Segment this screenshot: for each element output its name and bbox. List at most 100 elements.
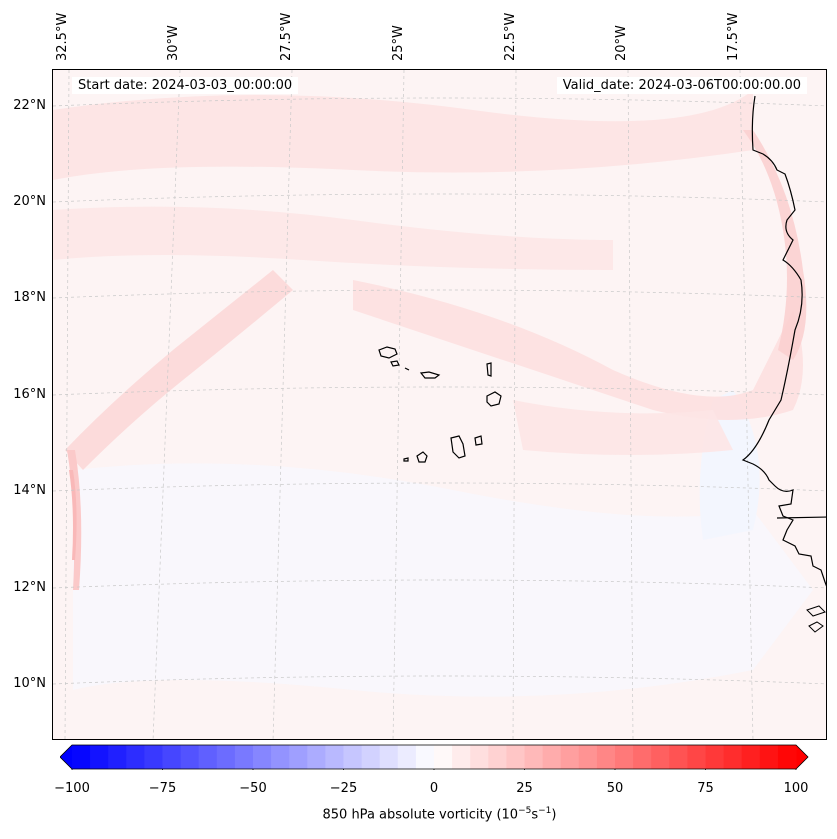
colorbar-cell	[234, 745, 254, 769]
lat-label-22N: 22°N	[13, 98, 46, 113]
colorbar	[60, 744, 809, 770]
colorbar-cell	[144, 745, 163, 769]
island-boa-vista	[486, 391, 502, 407]
colorbar-cell	[253, 745, 272, 769]
colorbar-cell	[687, 745, 706, 769]
cb-tick-label: −75	[148, 781, 177, 796]
colorbar-cell	[343, 745, 363, 769]
colorbar-cell	[307, 745, 326, 769]
lon-label-25W: 25°W	[391, 25, 406, 61]
colorbar-cell	[723, 745, 743, 769]
colorbar-extend-high	[796, 745, 808, 769]
colorbar-cell	[325, 745, 344, 769]
lon-label-30W: 30°W	[166, 25, 181, 61]
lat-label-20N: 20°N	[13, 194, 46, 209]
island-sal	[486, 362, 492, 377]
colorbar-extend-low	[60, 745, 72, 769]
colorbar-cell	[470, 745, 489, 769]
colorbar-cell	[108, 745, 127, 769]
island-maio	[474, 435, 483, 446]
colorbar-cell	[289, 745, 308, 769]
colorbar-cell	[615, 745, 634, 769]
island-fogo	[416, 451, 428, 463]
lon-label-32.5W: 32.5°W	[55, 12, 70, 61]
colorbar-cell	[216, 745, 236, 769]
colorbar-cell	[578, 745, 598, 769]
field-positive-band-2	[53, 206, 613, 270]
colorbar-cell	[198, 745, 218, 769]
field-coastal-band	[743, 130, 807, 360]
colorbar-cell	[397, 745, 417, 769]
cb-tick-label: 0	[429, 781, 439, 796]
meridian-25W	[392, 70, 405, 739]
colorbar-cell	[162, 745, 182, 769]
meridian-17.5W	[739, 70, 754, 739]
gambia-coast	[776, 516, 826, 519]
colorbar-label-text: 850 hPa absolute vorticity (10	[322, 807, 519, 823]
colorbar-cell	[488, 745, 507, 769]
field-streak-core	[69, 470, 77, 560]
colorbar-cell	[759, 745, 779, 769]
lon-label-17.5W: 17.5°W	[726, 12, 741, 61]
lat-label-10N: 10°N	[13, 676, 46, 691]
colorbar-cell	[651, 745, 670, 769]
colorbar-label: 850 hPa absolute vorticity (10−5s−1)	[0, 806, 837, 822]
cb-tick-label: 75	[697, 781, 714, 796]
colorbar-label-mid: s	[531, 807, 539, 823]
lat-label-18N: 18°N	[13, 290, 46, 305]
colorbar-cell	[126, 745, 145, 769]
colorbar-label-end: )	[551, 807, 557, 823]
meridian-32.5W	[64, 70, 70, 739]
bijagos-islands	[806, 605, 826, 617]
colorbar-cell	[434, 745, 453, 769]
cb-tick-label: 25	[516, 781, 533, 796]
colorbar-cell	[777, 745, 797, 769]
bijagos-islands-2	[808, 621, 824, 633]
colorbar-cell	[361, 745, 381, 769]
valid-date-label: Valid_date: 2024-03-06T00:00:00.00	[556, 77, 807, 94]
colorbar-cell	[506, 745, 525, 769]
colorbar-cell	[72, 745, 91, 769]
graticule	[53, 70, 826, 739]
cb-tick-label: 100	[783, 781, 809, 796]
colorbar-cell	[705, 745, 725, 769]
start-date-label: Start date: 2024-03-03_00:00:00	[72, 77, 299, 94]
colorbar-cell	[90, 745, 109, 769]
colorbar-cell	[180, 745, 200, 769]
island-sao-nicolau	[419, 371, 441, 379]
lat-label-14N: 14°N	[13, 483, 46, 498]
cb-tick-label: −50	[239, 781, 267, 796]
island-santo-antao	[378, 346, 398, 359]
lon-label-27.5W: 27.5°W	[279, 12, 294, 61]
meridian-27.5W	[272, 70, 293, 739]
meridian-20W	[627, 70, 634, 739]
cb-tick-label: −100	[54, 781, 90, 796]
map-panel[interactable]	[52, 69, 827, 740]
african-coastline	[741, 95, 826, 587]
colorbar-cell	[669, 745, 688, 769]
lat-label-12N: 12°N	[13, 580, 46, 595]
field-positive-band-north	[53, 90, 753, 180]
cb-tick-label: −25	[329, 781, 358, 796]
colorbar-cell	[741, 745, 761, 769]
meridian-30W	[152, 70, 181, 739]
field-positive-band-3	[353, 280, 803, 420]
island-sao-vicente	[390, 360, 400, 367]
field-positive-band-4	[513, 400, 733, 455]
colorbar-cell	[415, 745, 435, 769]
colorbar-cell	[560, 745, 580, 769]
lat-label-16N: 16°N	[13, 387, 46, 402]
meridian-22.5W	[512, 70, 517, 739]
colorbar-cell	[271, 745, 290, 769]
lon-label-20W: 20°W	[614, 25, 629, 61]
colorbar-label-exp2: −1	[538, 806, 552, 816]
colorbar-cell	[524, 745, 544, 769]
colorbar-cell	[542, 745, 562, 769]
colorbar-cell	[633, 745, 652, 769]
cape-verde-islands	[378, 346, 502, 463]
colorbar-cell	[379, 745, 399, 769]
cb-tick-label: 50	[606, 781, 624, 796]
island-santiago	[450, 435, 466, 459]
island-brava	[403, 457, 409, 462]
vorticity-field-map	[53, 70, 826, 739]
